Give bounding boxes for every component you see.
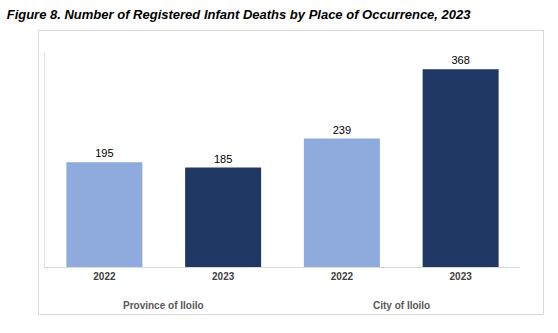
svg-text:239: 239	[333, 124, 351, 136]
svg-text:2022: 2022	[93, 271, 116, 282]
svg-text:Province of Iloilo: Province of Iloilo	[123, 300, 204, 311]
svg-text:City of Iloilo: City of Iloilo	[373, 300, 430, 311]
svg-text:Figure 8. Number of Registered: Figure 8. Number of Registered Infant De…	[7, 7, 472, 22]
svg-text:2023: 2023	[212, 271, 235, 282]
svg-text:185: 185	[214, 153, 232, 165]
svg-text:368: 368	[451, 54, 469, 66]
svg-text:195: 195	[95, 147, 113, 159]
svg-text:2023: 2023	[450, 271, 473, 282]
svg-text:2022: 2022	[331, 271, 354, 282]
